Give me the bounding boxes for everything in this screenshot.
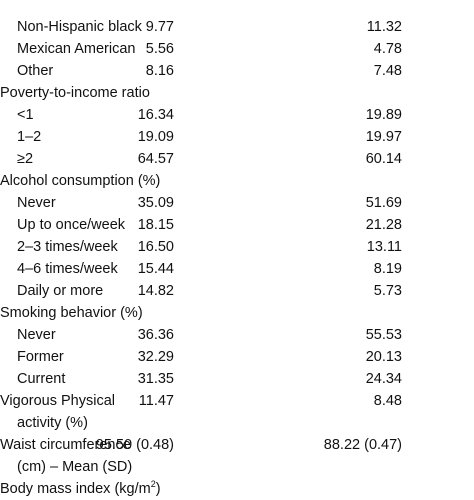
value-group-2: 19.89: [365, 107, 402, 123]
table-row: Up to once/week 18.15 21.28: [0, 214, 474, 236]
table-row: 4–6 times/week 15.44 8.19: [0, 258, 474, 280]
value-group-2: 88.22 (0.47): [323, 437, 402, 453]
table-row: Non-Hispanic black 9.77 11.32: [0, 16, 474, 38]
value-group-1: 32.29: [137, 349, 174, 365]
value-group-1: 31.35: [137, 371, 174, 387]
table-row: ≥2 64.57 60.14: [0, 148, 474, 170]
value-group-2: 20.13: [365, 349, 402, 365]
value-group-2: 55.53: [365, 327, 402, 343]
row-label: Vigorous Physical: [0, 393, 115, 409]
value-group-2: 21.28: [365, 217, 402, 233]
row-label: Body mass index (kg/m2): [0, 478, 161, 500]
row-label: Up to once/week: [17, 217, 126, 233]
value-group-2: 4.78: [373, 41, 402, 57]
row-label: 2–3 times/week: [17, 239, 118, 255]
value-group-2: 5.73: [373, 283, 402, 299]
table-row: Waist circumference 95.50 (0.48) 88.22 (0.…: [0, 434, 474, 456]
row-label: ≥2: [17, 151, 34, 167]
value-group-1: 16.34: [137, 107, 174, 123]
value-group-1: 36.36: [137, 327, 174, 343]
value-group-2: 13.11: [366, 239, 402, 255]
section-header-label: Poverty-to-income ratio: [0, 85, 150, 101]
table-row: Current 31.35 24.34: [0, 368, 474, 390]
table-row: (cm) – Mean (SD): [0, 456, 474, 478]
table-row: 1–2 19.09 19.97: [0, 126, 474, 148]
value-group-1: 95.50 (0.48): [95, 437, 174, 453]
row-label: Non-Hispanic black: [17, 19, 142, 35]
value-group-1: 8.16: [145, 63, 174, 79]
row-label: Other: [17, 63, 54, 79]
section-header: Poverty-to-income ratio: [0, 82, 474, 104]
value-group-1: 16.50: [137, 239, 174, 255]
table-row: Never 35.09 51.69: [0, 192, 474, 214]
value-group-2: 24.34: [365, 371, 402, 387]
value-group-1: 15.44: [137, 261, 174, 277]
row-label: <1: [17, 107, 34, 123]
row-label-close: ): [155, 481, 161, 497]
value-group-2: 51.69: [365, 195, 402, 211]
table-row: 2–3 times/week 16.50 13.11: [0, 236, 474, 258]
table-row: Mexican American 5.56 4.78: [0, 38, 474, 60]
row-label: Current: [17, 371, 66, 387]
table-row-partial: Body mass index (kg/m2): [0, 478, 474, 500]
section-header-label: Smoking behavior (%): [0, 305, 143, 321]
table-row: activity (%): [0, 412, 474, 434]
row-label-text: Body mass index (kg/m: [0, 481, 151, 497]
row-label: Daily or more: [17, 283, 104, 299]
clipped-row-top: [0, 0, 474, 10]
row-label: 4–6 times/week: [17, 261, 118, 277]
value-group-2: 11.32: [366, 19, 402, 35]
value-group-1: 5.56: [145, 41, 174, 57]
value-group-2: 8.19: [373, 261, 402, 277]
value-group-1: 35.09: [137, 195, 174, 211]
value-group-1: 18.15: [137, 217, 174, 233]
value-group-2: 60.14: [365, 151, 402, 167]
row-label: 1–2: [17, 129, 42, 145]
value-group-1: 14.82: [137, 283, 174, 299]
table-row: Vigorous Physical 11.47 8.48: [0, 390, 474, 412]
row-label: activity (%): [17, 415, 88, 431]
table-row: Former 32.29 20.13: [0, 346, 474, 368]
row-label: (cm) – Mean (SD): [17, 459, 133, 475]
row-label: Former: [17, 349, 64, 365]
table-row: Never 36.36 55.53: [0, 324, 474, 346]
value-group-2: 8.48: [373, 393, 402, 409]
value-group-2: 7.48: [373, 63, 402, 79]
row-label: Never: [17, 195, 56, 211]
table-row: <1 16.34 19.89: [0, 104, 474, 126]
row-label: Never: [17, 327, 56, 343]
value-group-2: 19.97: [365, 129, 402, 145]
value-group-1: 9.77: [145, 19, 174, 35]
value-group-1: 64.57: [137, 151, 174, 167]
row-label: Waist circumference: [0, 437, 131, 453]
section-header: Alcohol consumption (%): [0, 170, 474, 192]
section-header-label: Alcohol consumption (%): [0, 173, 161, 189]
table-row: Other 8.16 7.48: [0, 60, 474, 82]
value-group-1: 19.09: [137, 129, 174, 145]
value-group-1: 11.47: [138, 393, 174, 409]
table-row: Daily or more 14.82 5.73: [0, 280, 474, 302]
section-header: Smoking behavior (%): [0, 302, 474, 324]
row-label: Mexican American: [17, 41, 136, 57]
